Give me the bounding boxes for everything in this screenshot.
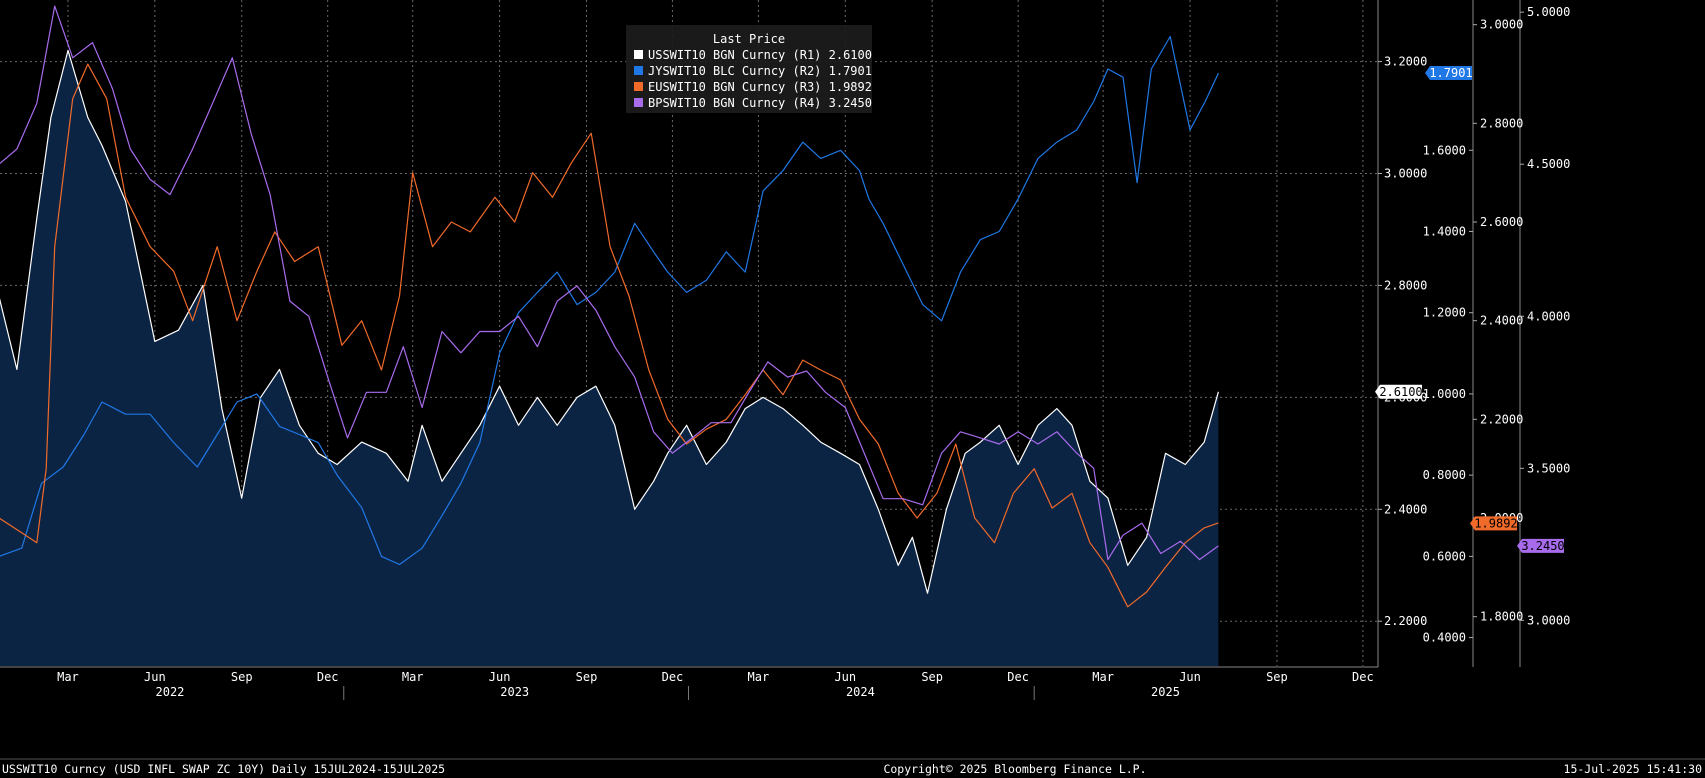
- legend-entry-1: JYSWIT10 BLC Curncy (R2) 1.7901: [648, 64, 872, 78]
- legend-title: Last Price: [713, 32, 785, 46]
- x-month-label-14: Sep: [1266, 670, 1288, 684]
- tick-label-R2-0: 1.6000: [1423, 143, 1466, 157]
- tick-label-R2-3: 1.0000: [1423, 387, 1466, 401]
- series-line-3: [0, 5, 1219, 561]
- legend-swatch-1: [634, 66, 643, 75]
- tick-label-R1-5: 2.2000: [1384, 614, 1427, 628]
- legend-entry-2: EUSWIT10 BGN Curncy (R3) 1.9892: [648, 80, 872, 94]
- x-month-label-5: Jun: [489, 670, 511, 684]
- last-value-tag-3: 3.2450: [1521, 539, 1564, 553]
- tick-label-R3-1: 2.8000: [1480, 116, 1523, 130]
- tick-label-R1-4: 2.4000: [1384, 502, 1427, 516]
- x-year-label-0: 2022: [156, 685, 185, 699]
- x-month-label-13: Jun: [1179, 670, 1201, 684]
- footer-timestamp: 15-Jul-2025 15:41:30: [1564, 762, 1703, 776]
- area-fills: [0, 50, 1219, 666]
- series-line-2: [0, 63, 1219, 608]
- last-value-tag-bg-0: [1425, 66, 1472, 81]
- tick-label-R1-2: 2.8000: [1384, 278, 1427, 292]
- axes: Mar Jun Sep Dec Mar Jun Sep Dec Mar Jun Sep Dec Mar J…: [0, 0, 1570, 700]
- legend-box: [626, 25, 872, 113]
- tick-label-R4-0: 5.0000: [1527, 5, 1570, 19]
- x-month-label-6: Sep: [576, 670, 598, 684]
- tick-label-R3-6: 1.8000: [1480, 610, 1523, 624]
- series-line-0: [0, 49, 1219, 594]
- last-value-tag-1: 2.6100: [1379, 385, 1422, 399]
- series-line-1: [0, 35, 1219, 566]
- last-value-tag-2: 1.9892: [1474, 516, 1517, 530]
- tick-label-R4-4: 3.0000: [1527, 613, 1570, 627]
- last-value-tag-bg-1: [1375, 384, 1422, 399]
- tick-label-R2-1: 1.4000: [1423, 224, 1466, 238]
- x-month-label-3: Dec: [317, 670, 339, 684]
- last-value-tag-bg-3: [1517, 538, 1564, 553]
- tick-label-R1-1: 3.0000: [1384, 166, 1427, 180]
- tick-label-R2-4: 0.8000: [1423, 468, 1466, 482]
- legend-entry-3: BPSWIT10 BGN Curncy (R4) 3.2450: [648, 96, 872, 110]
- tick-label-R1-0: 3.2000: [1384, 55, 1427, 69]
- tick-label-R2-5: 0.6000: [1423, 549, 1466, 563]
- x-month-label-8: Mar: [748, 670, 770, 684]
- x-year-label-2: 2024: [846, 685, 875, 699]
- last-value-tags: 1.7901 2.6100 1.9892 3.2450: [1375, 66, 1565, 553]
- x-month-label-10: Sep: [921, 670, 943, 684]
- x-month-label-11: Dec: [1007, 670, 1029, 684]
- footer-security-description: USSWIT10 Curncy (USD INFL SWAP ZC 10Y) D…: [2, 762, 445, 776]
- x-month-label-7: Dec: [662, 670, 684, 684]
- tick-label-R4-3: 3.5000: [1527, 461, 1570, 475]
- last-value-tag-bg-2: [1470, 516, 1517, 531]
- x-month-label-0: Mar: [57, 670, 79, 684]
- legend-swatch-0: [634, 50, 643, 59]
- tick-label-R3-0: 3.0000: [1480, 18, 1523, 32]
- footer-copyright: Copyright© 2025 Bloomberg Finance L.P.: [883, 762, 1146, 776]
- x-month-label-15: Dec: [1352, 670, 1374, 684]
- tick-label-R3-3: 2.4000: [1480, 314, 1523, 328]
- series-lines: [0, 5, 1219, 608]
- legend: Last Price USSWIT10 BGN Curncy (R1) 2.610…: [626, 25, 872, 113]
- tick-label-R4-2: 4.0000: [1527, 309, 1570, 323]
- x-month-label-2: Sep: [231, 670, 253, 684]
- tick-label-R3-4: 2.2000: [1480, 412, 1523, 426]
- x-month-label-1: Jun: [144, 670, 166, 684]
- x-year-label-3: 2025: [1151, 685, 1180, 699]
- x-month-label-12: Mar: [1092, 670, 1114, 684]
- tick-label-R4-1: 4.5000: [1527, 157, 1570, 171]
- tick-label-R2-6: 0.4000: [1423, 631, 1466, 645]
- legend-entry-0: USSWIT10 BGN Curncy (R1) 2.6100: [648, 48, 872, 62]
- series-area-0: [0, 50, 1219, 666]
- x-year-label-1: 2023: [500, 685, 529, 699]
- legend-swatch-3: [634, 98, 643, 107]
- x-month-label-4: Mar: [402, 670, 424, 684]
- footer: USSWIT10 Curncy (USD INFL SWAP ZC 10Y) D…: [0, 758, 1705, 776]
- last-value-tag-0: 1.7901: [1429, 66, 1472, 80]
- x-month-label-9: Jun: [834, 670, 856, 684]
- tick-label-R2-2: 1.2000: [1423, 306, 1466, 320]
- tick-label-R3-2: 2.6000: [1480, 215, 1523, 229]
- legend-swatch-2: [634, 82, 643, 91]
